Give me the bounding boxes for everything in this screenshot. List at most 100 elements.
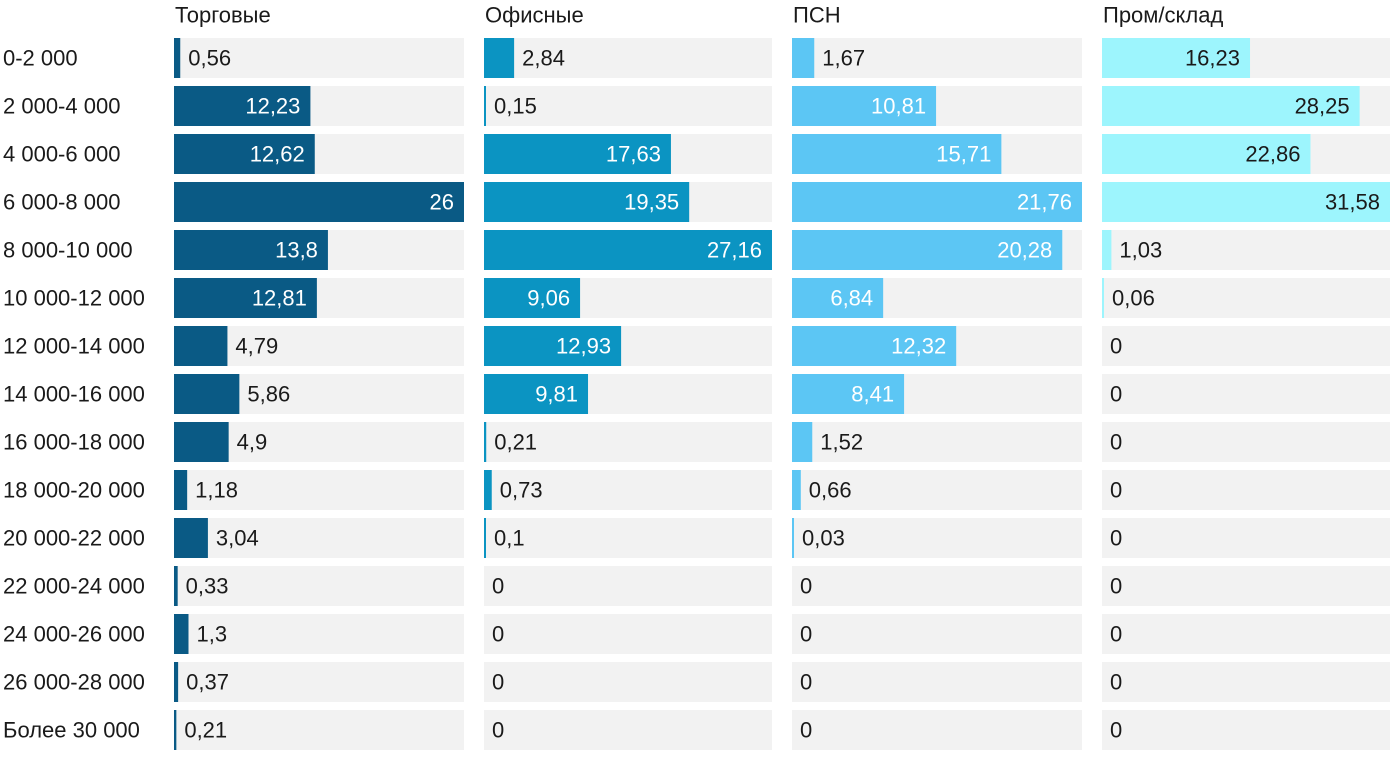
- bar: [174, 38, 181, 78]
- data-label: 0: [1110, 430, 1122, 455]
- data-label: 10,81: [871, 94, 926, 119]
- data-label: 0,15: [494, 94, 537, 119]
- bar: [174, 326, 228, 366]
- category-label: 16 000-18 000: [3, 430, 145, 455]
- bar: [484, 374, 589, 414]
- data-label: 1,67: [822, 46, 865, 71]
- data-label: 0,33: [186, 574, 229, 599]
- category-label: 22 000-24 000: [3, 574, 145, 599]
- bar-track: [174, 614, 464, 654]
- data-label: 0,21: [494, 430, 537, 455]
- bar-track: [792, 710, 1082, 750]
- bar: [174, 374, 240, 414]
- bar-track: [792, 566, 1082, 606]
- bar-track: [174, 566, 464, 606]
- category-label: 2 000-4 000: [3, 94, 120, 119]
- data-label: 4,9: [237, 430, 268, 455]
- bar-track: [484, 86, 772, 126]
- bar: [174, 518, 208, 558]
- data-label: 5,86: [247, 382, 290, 407]
- bar: [1102, 182, 1390, 222]
- data-label: 20,28: [997, 238, 1052, 263]
- bar: [484, 422, 487, 462]
- panel-title: ПСН: [793, 3, 841, 28]
- bar: [792, 182, 1082, 222]
- data-label: 0,1: [494, 526, 525, 551]
- bar: [1102, 134, 1311, 174]
- data-label: 12,23: [245, 94, 300, 119]
- data-label: 0: [1110, 622, 1122, 647]
- bar: [484, 470, 492, 510]
- bar: [174, 422, 229, 462]
- bar: [484, 86, 486, 126]
- data-label: 12,32: [891, 334, 946, 359]
- bar: [174, 230, 328, 270]
- category-label: 20 000-22 000: [3, 526, 145, 551]
- category-label: 10 000-12 000: [3, 286, 145, 311]
- category-label: 18 000-20 000: [3, 478, 145, 503]
- data-label: 1,03: [1119, 238, 1162, 263]
- data-label: 22,86: [1245, 142, 1300, 167]
- data-label: 0: [1110, 526, 1122, 551]
- data-label: 3,04: [216, 526, 259, 551]
- data-label: 0,56: [188, 46, 231, 71]
- bar: [792, 518, 794, 558]
- category-label: 6 000-8 000: [3, 190, 120, 215]
- panel-title: Офисные: [485, 3, 584, 28]
- bar-track: [484, 662, 772, 702]
- bar-track: [792, 422, 1082, 462]
- data-label: 6,84: [830, 286, 873, 311]
- category-label: 14 000-16 000: [3, 382, 145, 407]
- category-label: 26 000-28 000: [3, 670, 145, 695]
- bar-track: [1102, 566, 1390, 606]
- bar: [484, 38, 515, 78]
- bar-track: [174, 518, 464, 558]
- bar: [1102, 278, 1104, 318]
- data-label: 0: [800, 718, 812, 743]
- bar-track: [484, 38, 772, 78]
- data-label: 15,71: [936, 142, 991, 167]
- data-label: 21,76: [1017, 190, 1072, 215]
- data-label: 16,23: [1185, 46, 1240, 71]
- category-label: 0-2 000: [3, 46, 78, 71]
- bar-track: [484, 518, 772, 558]
- bar-track: [1102, 710, 1390, 750]
- data-label: 0: [1110, 334, 1122, 359]
- bar: [484, 182, 690, 222]
- bar-track: [1102, 326, 1390, 366]
- bar-track: [1102, 662, 1390, 702]
- bar: [792, 326, 957, 366]
- data-label: 12,93: [556, 334, 611, 359]
- data-label: 0: [1110, 478, 1122, 503]
- data-label: 28,25: [1295, 94, 1350, 119]
- bar-track: [174, 470, 464, 510]
- bar-track: [484, 470, 772, 510]
- data-label: 0: [1110, 382, 1122, 407]
- bar-track: [1102, 374, 1390, 414]
- data-label: 0: [492, 622, 504, 647]
- bar-track: [484, 614, 772, 654]
- data-label: 0,66: [809, 478, 852, 503]
- data-label: 0: [800, 574, 812, 599]
- bar-track: [174, 38, 464, 78]
- bar: [792, 278, 884, 318]
- data-label: 0: [800, 622, 812, 647]
- bar-track: [484, 710, 772, 750]
- data-label: 17,63: [606, 142, 661, 167]
- bar-track: [792, 38, 1082, 78]
- bar-track: [484, 566, 772, 606]
- data-label: 26: [430, 190, 454, 215]
- category-label: 12 000-14 000: [3, 334, 145, 359]
- bar: [174, 662, 179, 702]
- bar: [1102, 86, 1360, 126]
- category-label: Более 30 000: [3, 718, 140, 743]
- data-label: 9,06: [527, 286, 570, 311]
- category-label: 8 000-10 000: [3, 238, 133, 263]
- data-label: 0: [492, 670, 504, 695]
- panel-title: Торговые: [175, 3, 271, 28]
- bar-track: [484, 422, 772, 462]
- category-label: 4 000-6 000: [3, 142, 120, 167]
- bar-track: [1102, 422, 1390, 462]
- data-label: 0,73: [500, 478, 543, 503]
